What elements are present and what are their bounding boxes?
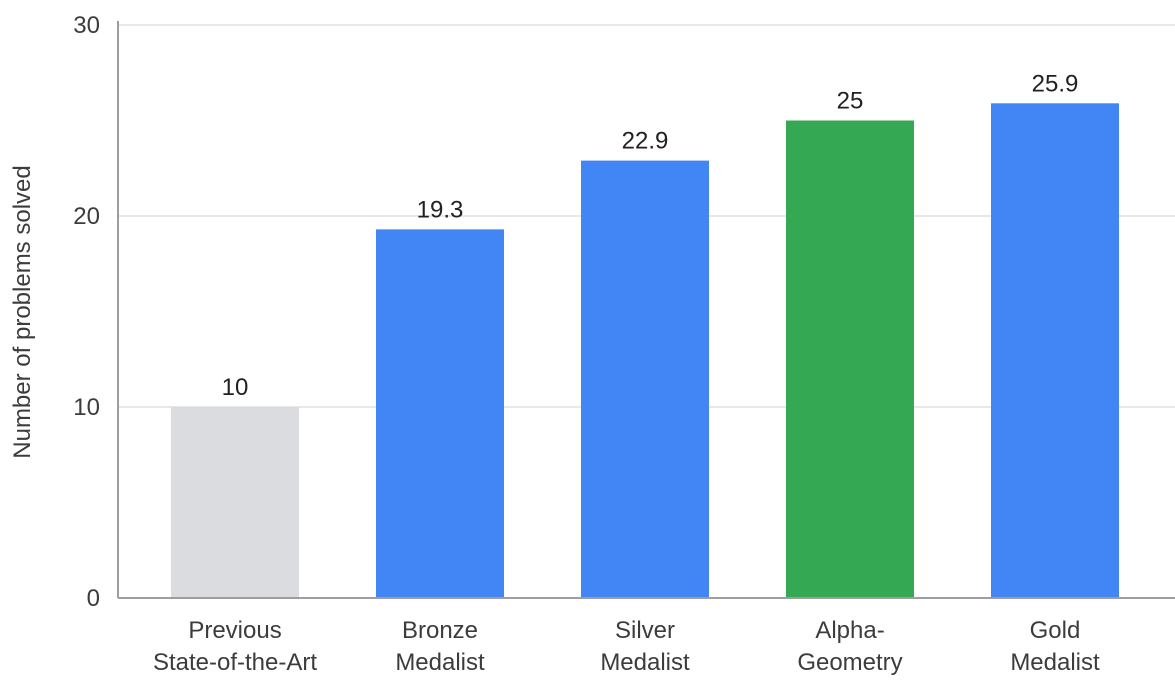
x-tick-label: Alpha-Geometry [797, 617, 902, 676]
labels: 0 10 20 30 10 Previous State-of-the-Art 19.3 Bro… [73, 12, 1100, 676]
x-tick-label: Previous State-of-the-Art [153, 617, 317, 676]
y-tick-label: 10 [73, 394, 100, 421]
x-tick-label: Bronze Medalist [395, 617, 485, 676]
bar [786, 120, 914, 598]
x-tick-label: Silver Medalist [600, 617, 690, 676]
y-tick-label: 0 [87, 585, 100, 612]
bars [171, 103, 1119, 599]
bar [376, 229, 504, 598]
bar-value-label: 22.9 [622, 128, 669, 155]
bar-value-label: 25.9 [1032, 70, 1079, 97]
bar-value-label: 19.3 [417, 196, 464, 223]
y-axis-title: Number of problems solved [9, 165, 36, 458]
axes [117, 21, 1175, 599]
bar [991, 103, 1119, 598]
y-tick-label: 30 [73, 12, 100, 39]
x-tick-label: Gold Medalist [1010, 617, 1100, 676]
bar [171, 407, 299, 598]
bar-value-label: 25 [837, 88, 864, 115]
bar-value-label: 10 [222, 374, 249, 401]
bar [581, 160, 709, 599]
y-tick-label: 20 [73, 203, 100, 230]
